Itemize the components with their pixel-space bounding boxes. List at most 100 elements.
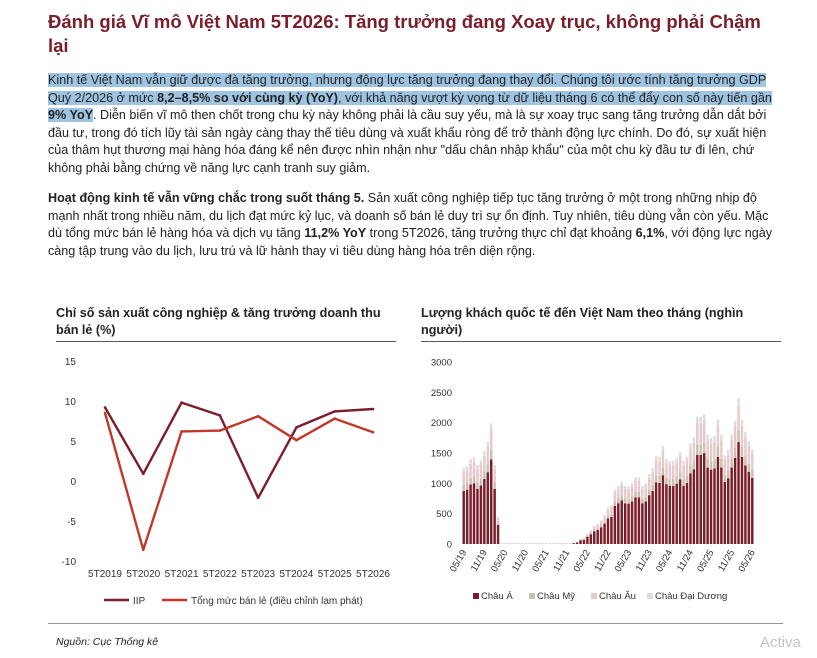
bar-segment-europe — [479, 464, 483, 479]
bar-segment-americas — [668, 479, 672, 486]
x-tick-label: 11/22 — [593, 548, 614, 573]
legend-label: Châu Mỹ — [537, 591, 575, 602]
paragraph1-gdp-forecast: 8,2–8,5% so với cùng kỳ (YoY) — [157, 90, 338, 105]
source-note: Nguồn: Cục Thống kê — [56, 636, 159, 648]
bar-segment-oceania — [744, 431, 747, 438]
x-tick-label: 05/25 — [695, 548, 716, 574]
bar-segment-europe — [641, 488, 644, 499]
x-tick-label: 11/24 — [675, 548, 696, 573]
bar-segment-asia — [678, 479, 682, 544]
bar-segment-oceania — [685, 456, 689, 462]
x-tick-label: 5T2021 — [165, 569, 199, 580]
bar-segment-europe — [726, 454, 730, 471]
bar-segment-asia — [730, 467, 733, 544]
bar-segment-asia — [689, 473, 692, 544]
bar-segment-americas — [737, 430, 740, 443]
data-point — [103, 411, 107, 415]
bar-segment-americas — [678, 472, 682, 480]
bar-segment-americas — [586, 535, 589, 537]
bar-segment-asia — [472, 483, 476, 544]
bar-segment-asia — [654, 482, 658, 544]
bar-segment-americas — [726, 470, 730, 479]
bar-segment-oceania — [476, 465, 479, 470]
bar-segment-americas — [496, 522, 500, 525]
paragraph2-part-c: trong 5T2026, tăng trưởng thực chỉ đạt k… — [366, 226, 636, 241]
bar-segment-europe — [483, 455, 486, 472]
bar-segment-americas — [634, 491, 637, 498]
bar-segment-oceania — [472, 457, 476, 462]
legend-label: IIP — [133, 596, 146, 607]
bar-segment-europe — [744, 437, 747, 457]
bar-segment-asia — [737, 442, 740, 544]
right-chart-divider — [421, 341, 781, 342]
bar-segment-americas — [610, 513, 613, 517]
bar-segment-europe — [668, 465, 672, 480]
bar-segment-europe — [685, 461, 689, 476]
bar-segment-asia — [596, 529, 599, 544]
bar-segment-oceania — [623, 485, 627, 489]
bar-segment-europe — [702, 420, 706, 443]
bar-segment-oceania — [496, 516, 500, 519]
y-tick-label: 2500 — [431, 388, 452, 399]
bar-segment-asia — [476, 488, 479, 544]
data-point — [295, 426, 298, 429]
bar-segment-asia — [740, 456, 744, 544]
bar-segment-oceania — [493, 465, 496, 470]
bar-segment-oceania — [634, 477, 637, 481]
bar-segment-europe — [489, 429, 493, 450]
bar-segment-americas — [747, 463, 751, 472]
bar-segment-oceania — [720, 434, 723, 441]
bar-segment-asia — [617, 503, 620, 544]
x-tick-label: 11/21 — [551, 548, 572, 573]
paragraph-gdp-outlook: Kinh tế Việt Nam vẫn giữ được đà tăng tr… — [48, 72, 776, 178]
bar-segment-asia — [744, 465, 747, 544]
y-tick-label: 500 — [436, 509, 452, 520]
bar-segment-americas — [682, 479, 685, 486]
legend-swatch — [647, 593, 653, 599]
bar-segment-asia — [469, 484, 472, 544]
data-point — [103, 406, 107, 409]
bar-segment-americas — [472, 476, 476, 484]
bar-segment-americas — [685, 475, 689, 483]
bar-segment-asia — [610, 516, 613, 544]
paragraph-may-activity: Hoạt động kinh tế vẫn vững chắc trong su… — [48, 190, 776, 260]
paragraph1-rest: . Diễn biến vĩ mô then chốt trong chu kỳ… — [48, 108, 767, 175]
bar-segment-europe — [692, 442, 696, 461]
bar-segment-oceania — [699, 416, 702, 423]
bar-segment-americas — [672, 479, 675, 486]
legend-label: Châu Á — [481, 591, 513, 602]
bar-segment-europe — [486, 446, 490, 465]
bar-segment-oceania — [654, 456, 658, 461]
bar-segment-asia — [685, 482, 689, 544]
bar-segment-americas — [744, 456, 747, 466]
y-tick-label: 0 — [447, 540, 452, 551]
bar-segment-europe — [596, 524, 599, 529]
bar-segment-oceania — [709, 437, 713, 444]
bar-segment-asia — [586, 536, 589, 544]
bar-segment-americas — [644, 496, 648, 502]
bar-segment-europe — [654, 460, 658, 476]
bar-segment-europe — [582, 538, 586, 540]
data-point — [141, 472, 145, 476]
bar-segment-europe — [661, 450, 665, 468]
bar-segment-oceania — [716, 419, 720, 426]
bar-segment-asia — [582, 539, 586, 544]
bar-segment-asia — [575, 542, 579, 544]
bar-segment-europe — [627, 489, 630, 500]
data-point — [218, 429, 222, 432]
y-tick-label: 1000 — [431, 479, 452, 490]
bar-segment-americas — [733, 447, 737, 458]
bar-segment-europe — [740, 425, 744, 447]
bar-segment-americas — [623, 498, 627, 504]
bar-segment-asia — [486, 472, 490, 544]
bar-segment-oceania — [661, 445, 665, 451]
bar-segment-americas — [620, 495, 623, 501]
y-tick-label: -10 — [62, 557, 77, 568]
bar-segment-americas — [651, 484, 654, 491]
bar-segment-oceania — [658, 456, 661, 462]
bar-segment-oceania — [678, 451, 682, 457]
bar-segment-americas — [483, 471, 486, 480]
bar-segment-americas — [630, 496, 634, 502]
y-tick-label: 2000 — [431, 418, 452, 429]
